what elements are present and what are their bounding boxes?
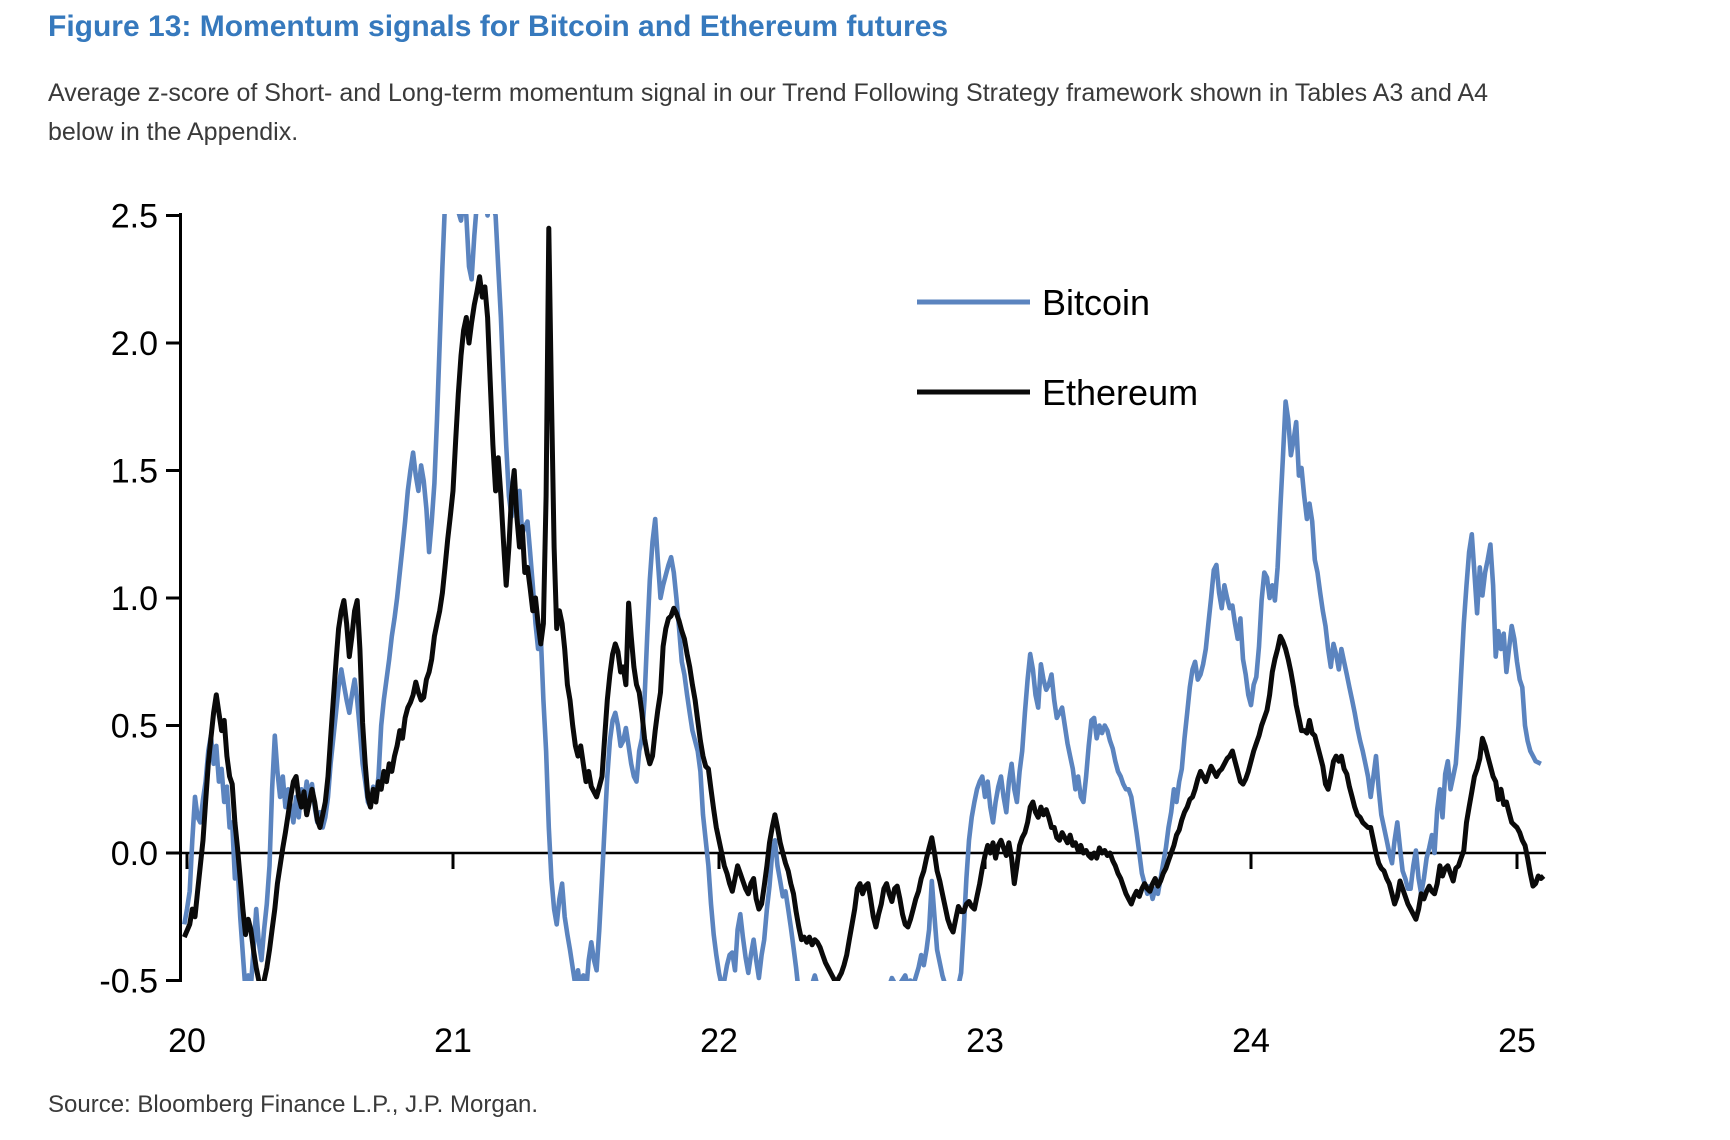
x-tick-label-21: 21 (434, 1022, 472, 1060)
y-tick-label-2.0: 2.0 (111, 325, 158, 363)
y-tick-label-1.0: 1.0 (111, 580, 158, 618)
y-tick-label-0.0: 0.0 (111, 835, 158, 873)
x-tick-label-23: 23 (966, 1022, 1004, 1060)
x-tick-label-20: 20 (168, 1022, 206, 1060)
ethereum-line (181, 225, 1546, 981)
source-note: Source: Bloomberg Finance L.P., J.P. Mor… (48, 1091, 539, 1118)
y-tick-label-0.5: 0.5 (111, 708, 158, 746)
figure-subtitle: Average z-score of Short- and Long-term … (48, 79, 1489, 146)
y-tick-label--0.5: -0.5 (99, 963, 158, 1001)
legend-label-bitcoin: Bitcoin (1042, 282, 1150, 323)
legend-item-bitcoin: Bitcoin (917, 282, 1150, 323)
figure-title: Figure 13: Momentum signals for Bitcoin … (48, 10, 949, 43)
x-tick-label-22: 22 (700, 1022, 738, 1060)
legend-label-ethereum: Ethereum (1042, 372, 1198, 413)
bitcoin-line (182, 214, 1542, 981)
x-tick-label-24: 24 (1232, 1022, 1270, 1060)
legend-item-ethereum: Ethereum (917, 372, 1198, 413)
x-tick-label-25: 25 (1498, 1022, 1536, 1060)
y-tick-label-2.5: 2.5 (111, 198, 158, 236)
y-tick-label-1.5: 1.5 (111, 453, 158, 491)
